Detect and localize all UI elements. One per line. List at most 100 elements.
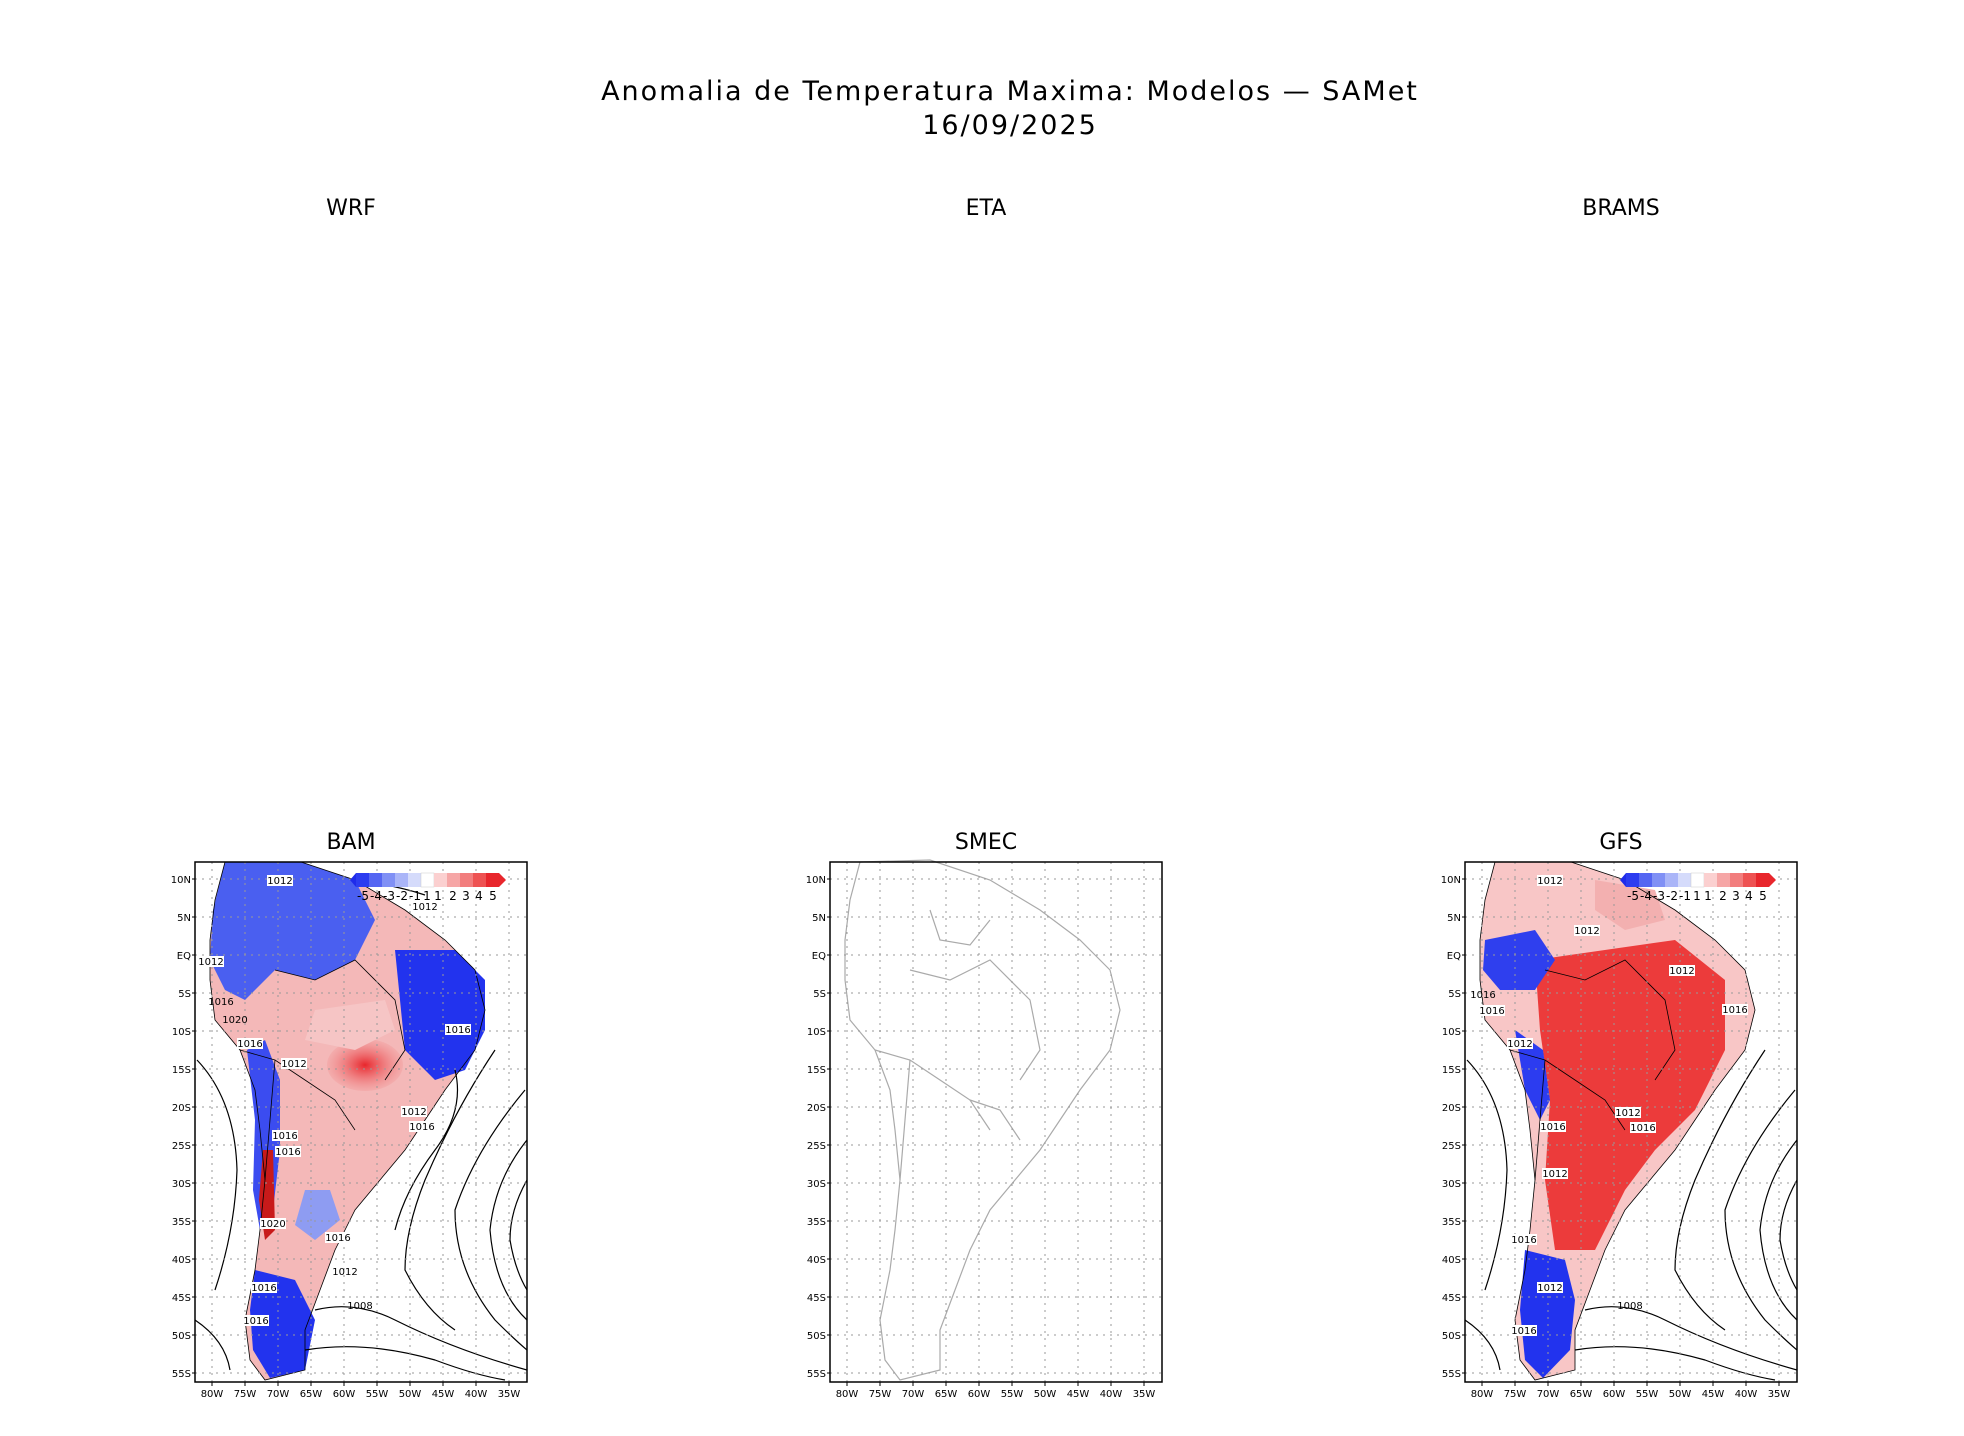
isobar-label: 1012 bbox=[1542, 1169, 1567, 1180]
lat-tick-label: 20S bbox=[172, 1103, 191, 1114]
isobar-label: 1012 bbox=[332, 1267, 357, 1278]
lon-tick-label: 65W bbox=[300, 1389, 323, 1400]
lat-tick-label: 40S bbox=[172, 1255, 191, 1266]
isobar-label: 1012 bbox=[1537, 1283, 1562, 1294]
lat-tick-label: EQ bbox=[177, 951, 191, 962]
lon-tick-label: 40W bbox=[1100, 1389, 1123, 1400]
bam-map-panel: -5 -4 -3 -2 -1 1 1 2 3 4 5 1012 1012 101… bbox=[171, 861, 528, 1400]
isobar-label: 1016 bbox=[237, 1039, 262, 1050]
isobar-label: 1016 bbox=[243, 1316, 268, 1327]
gfs-cb-label: 2 bbox=[1719, 889, 1727, 903]
lat-tick-label: 20S bbox=[807, 1103, 826, 1114]
lon-tick-label: 50W bbox=[1034, 1389, 1057, 1400]
lat-tick-label: 10S bbox=[807, 1027, 826, 1038]
isobar-label: 1016 bbox=[1540, 1122, 1565, 1133]
lat-tick-label: 10N bbox=[1441, 875, 1461, 886]
bam-cb-label: -3 bbox=[383, 889, 395, 903]
lat-tick-label: 50S bbox=[1442, 1331, 1461, 1342]
panel-title-smec: SMEC bbox=[954, 830, 1018, 855]
lon-tick-label: 50W bbox=[399, 1389, 422, 1400]
lat-tick-label: 10S bbox=[172, 1027, 191, 1038]
lon-tick-label: 75W bbox=[869, 1389, 892, 1400]
lat-tick-label: 20S bbox=[1442, 1103, 1461, 1114]
lon-tick-label: 50W bbox=[1669, 1389, 1692, 1400]
isobar-label: 1012 bbox=[1669, 966, 1694, 977]
lon-tick-label: 35W bbox=[1768, 1389, 1791, 1400]
lat-tick-label: 45S bbox=[172, 1293, 191, 1304]
lon-tick-label: 65W bbox=[1570, 1389, 1593, 1400]
isobar-label: 1012 bbox=[401, 1107, 426, 1118]
lat-tick-label: EQ bbox=[1447, 951, 1461, 962]
isobar-label: 1012 bbox=[267, 876, 292, 887]
lat-tick-label: 15S bbox=[807, 1065, 826, 1076]
bam-cb-label: 3 bbox=[462, 889, 470, 903]
isobar-label: 1012 bbox=[198, 957, 223, 968]
lat-tick-label: 5S bbox=[1448, 989, 1461, 1000]
lat-tick-label: 55S bbox=[807, 1369, 826, 1380]
isobar-label: 1016 bbox=[445, 1025, 470, 1036]
bam-cb-label: 4 bbox=[475, 889, 483, 903]
lat-tick-label: 25S bbox=[807, 1141, 826, 1152]
lat-tick-label: 15S bbox=[172, 1065, 191, 1076]
lat-tick-label: 5N bbox=[1447, 913, 1461, 924]
panel-title-eta: ETA bbox=[965, 196, 1007, 221]
bam-cb-label: 5 bbox=[489, 889, 497, 903]
lat-tick-label: 35S bbox=[807, 1217, 826, 1228]
lon-tick-label: 45W bbox=[1067, 1389, 1090, 1400]
gfs-cb-label: 5 bbox=[1759, 889, 1767, 903]
isobar-label: 1016 bbox=[409, 1122, 434, 1133]
gfs-cb-label: -4 bbox=[1640, 889, 1652, 903]
bam-cb-label: -5 bbox=[357, 889, 369, 903]
lat-tick-label: 5N bbox=[177, 913, 191, 924]
isobar-label: 1008 bbox=[1617, 1301, 1642, 1312]
isobar-label: 1020 bbox=[260, 1219, 285, 1230]
isobar-label: 1012 bbox=[1574, 926, 1599, 937]
lat-tick-label: 10S bbox=[1442, 1027, 1461, 1038]
lon-tick-label: 45W bbox=[1702, 1389, 1725, 1400]
isobar-label: 1016 bbox=[275, 1147, 300, 1158]
isobar-label: 1016 bbox=[208, 997, 233, 1008]
lon-tick-label: 45W bbox=[432, 1389, 455, 1400]
isobar-label: 1016 bbox=[1511, 1326, 1536, 1337]
lon-tick-label: 55W bbox=[1001, 1389, 1024, 1400]
lon-tick-label: 35W bbox=[498, 1389, 521, 1400]
lat-tick-label: 5N bbox=[812, 913, 826, 924]
smec-map-panel: 10N5NEQ5S10S15S20S25S30S35S40S45S50S55S … bbox=[806, 859, 1163, 1400]
isobar-label: 1012 bbox=[412, 902, 437, 913]
lat-tick-label: 55S bbox=[172, 1369, 191, 1380]
isobar-label: 1012 bbox=[1507, 1039, 1532, 1050]
isobar-label: 1008 bbox=[347, 1301, 372, 1312]
lat-tick-label: 30S bbox=[1442, 1179, 1461, 1190]
gfs-cb-label: -3 bbox=[1653, 889, 1665, 903]
lat-tick-label: 5S bbox=[178, 989, 191, 1000]
panel-title-wrf: WRF bbox=[326, 196, 376, 221]
bam-cb-label: -1 bbox=[409, 889, 421, 903]
bam-cb-label: 1 bbox=[423, 889, 431, 903]
isobar-label: 1020 bbox=[222, 1015, 247, 1026]
lon-tick-label: 65W bbox=[935, 1389, 958, 1400]
isobar-label: 1016 bbox=[272, 1131, 297, 1142]
panel-title-brams: BRAMS bbox=[1582, 196, 1660, 221]
isobar-label: 1012 bbox=[281, 1059, 306, 1070]
lat-tick-label: 25S bbox=[1442, 1141, 1461, 1152]
lon-tick-label: 75W bbox=[1504, 1389, 1527, 1400]
bam-cb-label: -2 bbox=[396, 889, 408, 903]
isobar-label: 1016 bbox=[251, 1283, 276, 1294]
figure-date: 16/09/2025 bbox=[922, 110, 1098, 141]
lat-tick-label: 50S bbox=[807, 1331, 826, 1342]
panel-title-gfs: GFS bbox=[1599, 830, 1643, 855]
lat-tick-label: 45S bbox=[807, 1293, 826, 1304]
lat-tick-label: 10N bbox=[806, 875, 826, 886]
lon-tick-label: 60W bbox=[968, 1389, 991, 1400]
lat-tick-label: 45S bbox=[1442, 1293, 1461, 1304]
lat-tick-label: 30S bbox=[172, 1179, 191, 1190]
lon-tick-label: 60W bbox=[1603, 1389, 1626, 1400]
lat-tick-label: 10N bbox=[171, 875, 191, 886]
isobar-label: 1016 bbox=[325, 1233, 350, 1244]
gfs-cb-label: -2 bbox=[1666, 889, 1678, 903]
lat-tick-label: 35S bbox=[1442, 1217, 1461, 1228]
bam-cb-label: -4 bbox=[370, 889, 382, 903]
bam-cb-label: 1 bbox=[434, 889, 442, 903]
figure-title: Anomalia de Temperatura Maxima: Modelos … bbox=[601, 76, 1419, 107]
gfs-cb-label: 1 bbox=[1704, 889, 1712, 903]
